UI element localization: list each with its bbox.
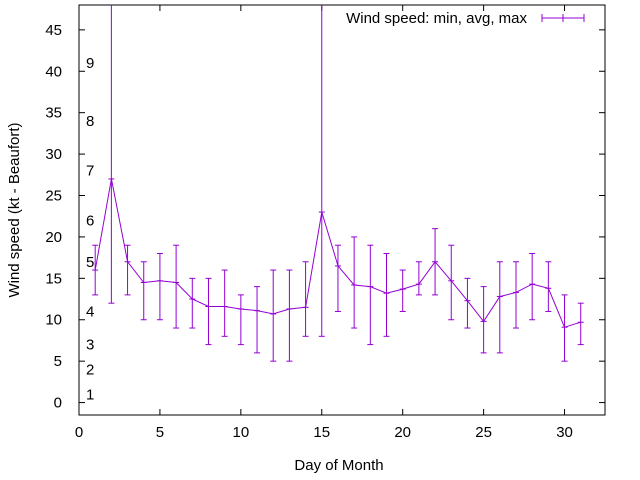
beaufort-label: 6 — [86, 212, 94, 229]
beaufort-label: 7 — [86, 163, 94, 180]
beaufort-label: 9 — [86, 55, 94, 72]
y-tick-label: 5 — [54, 353, 62, 370]
y-axis-label: Wind speed (kt - Beaufort) — [6, 122, 23, 297]
beaufort-label: 5 — [86, 254, 94, 271]
y-tick-label: 45 — [45, 22, 62, 39]
y-tick-label: 35 — [45, 105, 62, 122]
legend-label: Wind speed: min, avg, max — [346, 10, 527, 27]
legend: Wind speed: min, avg, max — [346, 10, 585, 27]
x-tick-label: 0 — [75, 424, 83, 441]
y-tick-label: 25 — [45, 188, 62, 205]
x-tick-label: 5 — [156, 424, 164, 441]
y-tick-label: 30 — [45, 146, 62, 163]
x-tick-label: 15 — [313, 424, 330, 441]
beaufort-label: 2 — [86, 361, 94, 378]
beaufort-label: 1 — [86, 386, 94, 403]
y-tick-label: 20 — [45, 229, 62, 246]
x-axis-label: Day of Month — [294, 457, 383, 474]
beaufort-label: 3 — [86, 337, 94, 354]
beaufort-label: 8 — [86, 113, 94, 130]
y-tick-label: 0 — [54, 395, 62, 412]
x-tick-label: 20 — [394, 424, 411, 441]
y-tick-label: 40 — [45, 63, 62, 80]
y-tick-label: 10 — [45, 312, 62, 329]
beaufort-label: 4 — [86, 303, 94, 320]
y-tick-label: 15 — [45, 270, 62, 287]
x-tick-label: 10 — [233, 424, 250, 441]
x-tick-label: 30 — [556, 424, 573, 441]
x-tick-label: 25 — [475, 424, 492, 441]
plot-frame — [78, 4, 606, 416]
